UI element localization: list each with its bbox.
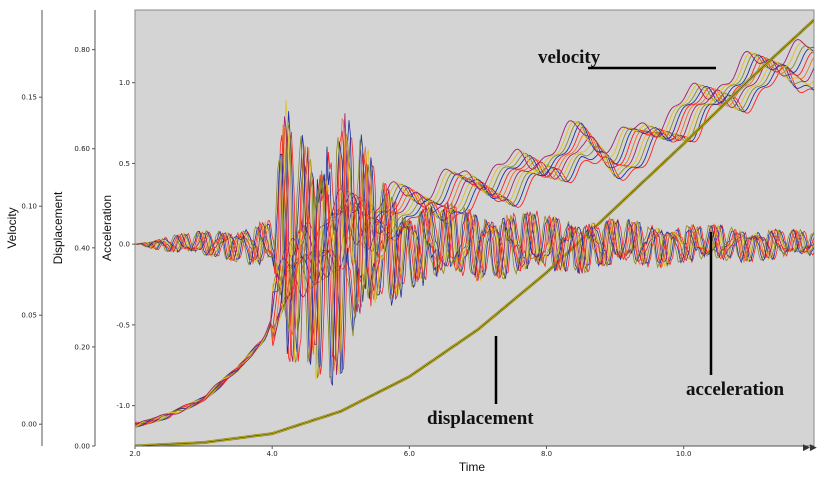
- acceleration-tick-label: -1.0: [116, 402, 130, 410]
- annotations: velocity displacement acceleration: [427, 47, 785, 429]
- acceleration-line: [135, 99, 814, 380]
- velocity-line: [135, 60, 814, 426]
- acceleration-line: [135, 134, 814, 386]
- velocity-line: [135, 39, 814, 426]
- acceleration-line: [135, 136, 814, 379]
- annotation-displacement: displacement: [427, 408, 534, 429]
- x-tick-label: 8.0: [541, 450, 552, 458]
- displacement-series: [135, 18, 814, 446]
- acceleration-ticks: -1.0 -0.5 0.0 0.5 1.0: [116, 79, 135, 410]
- displacement-tick-label: 0.60: [74, 145, 90, 153]
- displacement-tick-label: 0.20: [74, 343, 90, 351]
- velocity-ticks: 0.00 0.05 0.10 0.15: [21, 94, 42, 429]
- acceleration-axis-title: Acceleration: [100, 195, 114, 261]
- data-layer: [135, 18, 814, 446]
- x-tick-label: 10.0: [676, 450, 692, 458]
- acceleration-tick-label: 0.5: [119, 160, 130, 168]
- annotation-velocity: velocity: [538, 47, 601, 68]
- x-ticks: 2.0 4.0 6.0 8.0 10.0: [129, 446, 691, 458]
- acceleration-line: [135, 120, 814, 379]
- annotation-acceleration: acceleration: [686, 379, 785, 400]
- displacement-ticks: 0.00 0.20 0.40 0.60 0.80: [74, 46, 95, 451]
- velocity-tick-label: 0.10: [21, 203, 37, 211]
- velocity-line: [135, 42, 814, 428]
- x-tick-label: 2.0: [129, 450, 140, 458]
- acceleration-tick-label: 0.0: [119, 241, 130, 249]
- scroll-end-icon[interactable]: ▶▶: [803, 443, 817, 453]
- displacement-axis-title: Displacement: [51, 191, 65, 264]
- displacement-tick-label: 0.40: [74, 244, 90, 252]
- acceleration-line: [135, 131, 814, 375]
- displacement-line: [135, 19, 814, 446]
- velocity-line: [135, 58, 814, 425]
- x-tick-label: 4.0: [267, 450, 278, 458]
- x-axis-title: Time: [459, 460, 486, 474]
- velocity-tick-label: 0.05: [21, 312, 37, 320]
- x-tick-label: 6.0: [404, 450, 415, 458]
- velocity-tick-label: 0.15: [21, 94, 37, 102]
- displacement-tick-label: 0.80: [74, 46, 90, 54]
- velocity-axis-title: Velocity: [5, 207, 19, 248]
- acceleration-tick-label: 1.0: [119, 79, 130, 87]
- acceleration-line: [135, 130, 814, 364]
- acceleration-tick-label: -0.5: [116, 321, 130, 329]
- acceleration-series: [135, 99, 814, 386]
- velocity-tick-label: 0.00: [21, 421, 37, 429]
- displacement-tick-label: 0.00: [74, 443, 90, 451]
- velocity-series: [135, 39, 814, 428]
